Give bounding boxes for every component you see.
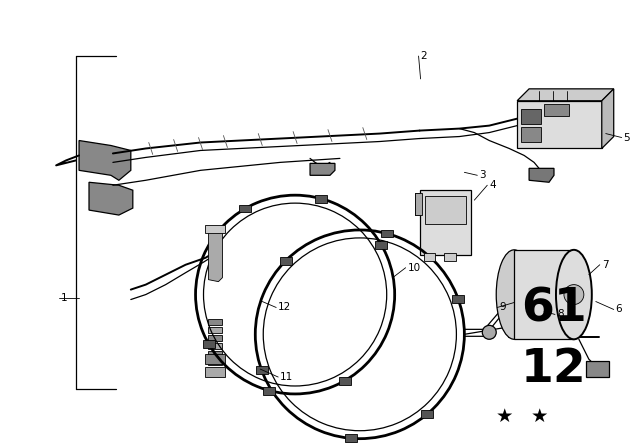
Polygon shape	[602, 89, 614, 148]
Ellipse shape	[564, 284, 584, 305]
Text: 2: 2	[420, 51, 427, 61]
Bar	[424, 253, 435, 261]
Text: 1: 1	[61, 293, 68, 302]
Ellipse shape	[556, 250, 592, 339]
Text: 6: 6	[616, 305, 622, 314]
Bar	[205, 354, 225, 364]
Polygon shape	[280, 257, 292, 264]
Polygon shape	[209, 343, 223, 349]
Polygon shape	[529, 168, 554, 182]
Bar	[544, 104, 569, 116]
Bar	[554, 91, 589, 111]
Bar	[444, 253, 456, 261]
Polygon shape	[209, 230, 223, 282]
Text: 7: 7	[602, 260, 609, 270]
Text: 5: 5	[623, 133, 630, 142]
Polygon shape	[345, 434, 356, 442]
Polygon shape	[381, 229, 393, 237]
Text: ★: ★	[495, 407, 513, 426]
Polygon shape	[255, 366, 268, 374]
Polygon shape	[209, 335, 223, 341]
Text: ★: ★	[531, 407, 548, 426]
Polygon shape	[586, 361, 609, 377]
Bar	[514, 250, 574, 339]
Bar	[205, 225, 225, 233]
Bar	[521, 109, 541, 124]
Text: 61: 61	[521, 287, 587, 332]
Polygon shape	[315, 194, 327, 202]
Bar	[554, 113, 592, 133]
Text: 9: 9	[499, 302, 506, 312]
Polygon shape	[376, 241, 387, 249]
Bar	[424, 196, 467, 224]
Text: 12: 12	[278, 302, 291, 312]
Ellipse shape	[496, 250, 532, 339]
Polygon shape	[421, 410, 433, 418]
Polygon shape	[554, 91, 589, 109]
Text: 3: 3	[479, 170, 486, 180]
Polygon shape	[415, 193, 422, 215]
Polygon shape	[452, 295, 464, 302]
Polygon shape	[339, 377, 351, 384]
Bar	[420, 190, 471, 255]
Ellipse shape	[483, 325, 496, 339]
Text: 8: 8	[557, 310, 564, 319]
Polygon shape	[554, 113, 594, 130]
Polygon shape	[310, 164, 335, 175]
Text: 10: 10	[408, 263, 420, 273]
Polygon shape	[239, 205, 252, 212]
Text: 11: 11	[280, 372, 293, 382]
Polygon shape	[209, 319, 223, 325]
Text: 4: 4	[489, 180, 496, 190]
Bar	[521, 127, 541, 142]
Bar	[517, 101, 602, 148]
Text: 12: 12	[521, 347, 587, 392]
Bar	[205, 367, 225, 377]
Polygon shape	[79, 141, 131, 180]
Polygon shape	[89, 182, 133, 215]
Polygon shape	[203, 340, 215, 348]
Polygon shape	[264, 387, 275, 395]
Polygon shape	[209, 327, 223, 333]
Polygon shape	[517, 89, 614, 101]
Bar	[415, 193, 422, 215]
Polygon shape	[209, 359, 223, 365]
Polygon shape	[209, 351, 223, 357]
